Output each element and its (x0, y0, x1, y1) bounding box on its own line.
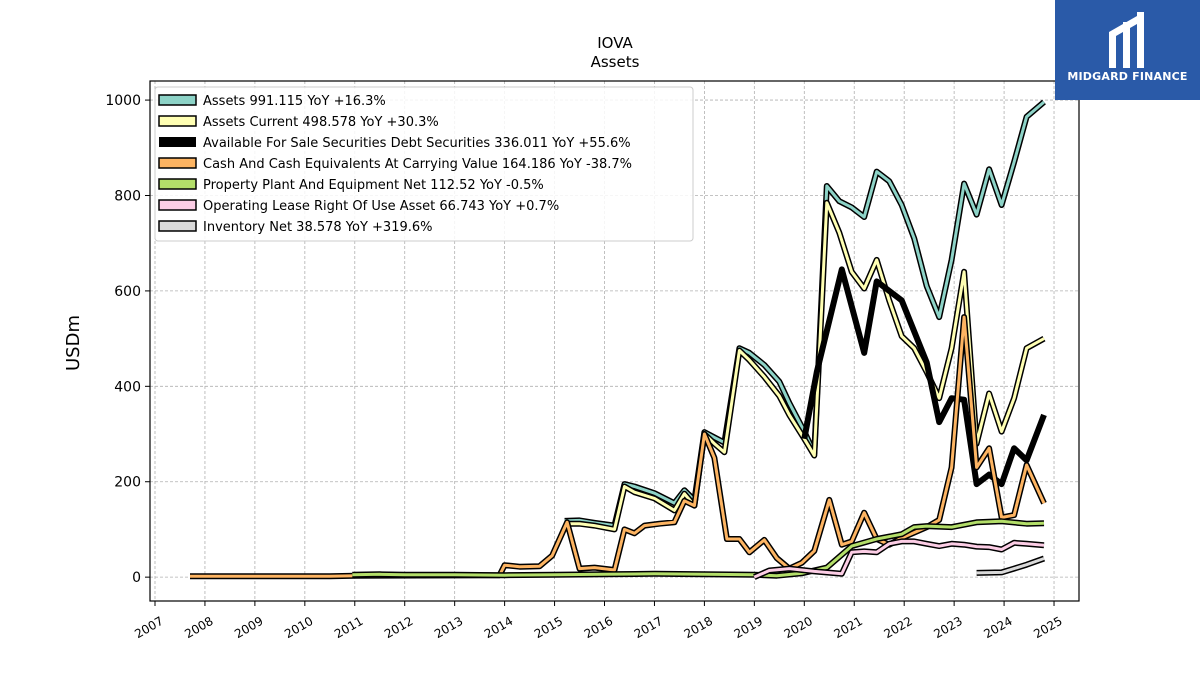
legend-swatch (158, 94, 197, 106)
legend-swatch (158, 199, 197, 211)
legend-label: Property Plant And Equipment Net 112.52 … (203, 178, 544, 193)
y-tick-label: 600 (114, 284, 141, 300)
legend: Assets 991.115 YoY +16.3% Assets Current … (154, 86, 694, 242)
x-tick-label: 2021 (832, 614, 865, 641)
legend-label: Assets 991.115 YoY +16.3% (203, 94, 386, 109)
y-tick-label: 200 (114, 475, 141, 491)
legend-swatch (158, 115, 197, 127)
x-tick-label: 2023 (931, 614, 964, 641)
series-7 (976, 555, 1046, 576)
x-tick-label: 2022 (881, 614, 914, 641)
plot-frame (149, 80, 1080, 602)
legend-label: Available For Sale Securities Debt Secur… (203, 136, 631, 151)
x-tick-label: 2020 (782, 614, 815, 641)
x-axis: 2007 2008 2009 2010 2011 2012 2013 2014 2015 2016… (132, 601, 1065, 641)
y-tick-label: 400 (114, 379, 141, 395)
y-tick-label: 1000 (105, 93, 141, 109)
chart-title: IOVA (597, 34, 633, 52)
y-tick-label: 800 (114, 188, 141, 204)
legend-swatch (158, 157, 197, 169)
brand-logo: MIDGARD FINANCE (1055, 0, 1200, 100)
series-4 (190, 314, 1047, 580)
x-tick-label: 2025 (1031, 614, 1064, 641)
series-3 (801, 266, 1047, 488)
legend-label: Inventory Net 38.578 YoY +319.6% (203, 220, 433, 235)
series-6 (753, 538, 1045, 580)
series-5 (352, 518, 1045, 579)
series-line (190, 315, 1046, 578)
x-tick-label: 2017 (632, 614, 665, 641)
legend-box (154, 86, 694, 242)
x-tick-label: 2008 (182, 614, 215, 641)
y-tick-label: 0 (132, 570, 141, 586)
legend-label: Cash And Cash Equivalents At Carrying Va… (203, 157, 632, 172)
series-line (976, 557, 1045, 575)
x-tick-label: 2009 (232, 614, 265, 641)
series-line (753, 539, 1045, 579)
series-line (801, 266, 1047, 488)
x-tick-label: 2018 (682, 614, 715, 641)
x-tick-label: 2014 (482, 614, 515, 641)
y-axis: 0 200 400 600 800 1000 (105, 93, 150, 586)
x-tick-label: 2007 (132, 614, 165, 641)
x-tick-label: 2015 (532, 614, 565, 641)
x-tick-label: 2013 (432, 614, 465, 641)
x-tick-label: 2011 (332, 614, 365, 641)
legend-swatch (158, 178, 197, 190)
legend-label: Assets Current 498.578 YoY +30.3% (203, 115, 439, 130)
series-line (564, 201, 1045, 531)
series-line (352, 519, 1045, 578)
legend-label: Operating Lease Right Of Use Asset 66.74… (203, 199, 559, 214)
series-layer (190, 99, 1047, 580)
x-tick-label: 2019 (732, 614, 765, 641)
x-tick-label: 2010 (282, 614, 315, 641)
series-2 (564, 199, 1046, 533)
brand-mark-icon (1109, 12, 1144, 68)
brand-name: MIDGARD FINANCE (1067, 70, 1188, 83)
chart-subtitle: Assets (591, 53, 640, 71)
x-tick-label: 2024 (981, 614, 1014, 641)
legend-swatch (158, 220, 197, 232)
x-tick-label: 2016 (582, 614, 615, 641)
y-axis-label: USDm (63, 315, 84, 371)
legend-swatch (159, 137, 196, 147)
x-tick-label: 2012 (382, 614, 415, 641)
